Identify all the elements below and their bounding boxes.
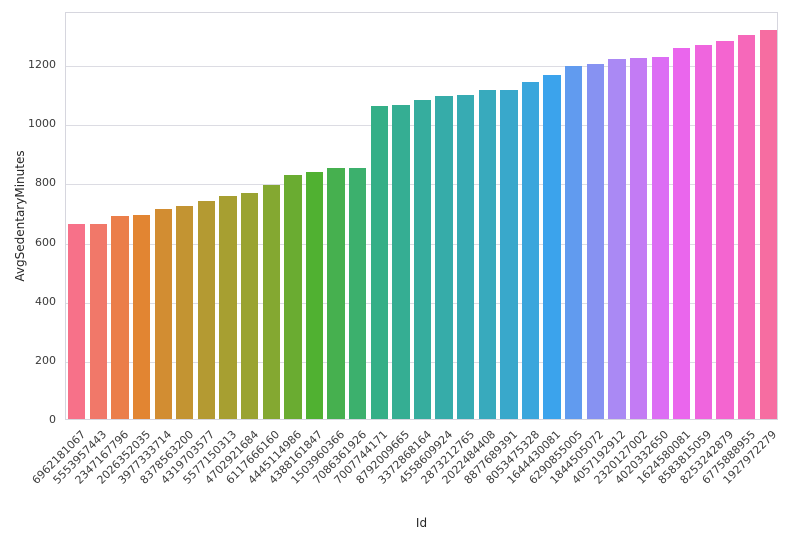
y-tick-label: 1200 <box>28 58 56 72</box>
bar-2320127002 <box>629 58 648 419</box>
bar-6290855005 <box>565 66 583 419</box>
y-tick-label: 200 <box>35 353 56 367</box>
bar-1844505072 <box>586 64 604 419</box>
bar-8583815059 <box>694 45 713 419</box>
bar-5553957443 <box>89 223 108 419</box>
bar-1927972279 <box>759 30 777 419</box>
bar-3977333714 <box>154 209 172 419</box>
bar-6775888955 <box>737 35 756 419</box>
bar-7086361926 <box>349 168 367 419</box>
plot-area <box>65 12 778 420</box>
bar-5577150313 <box>219 196 237 419</box>
x-axis-label: Id <box>415 516 428 530</box>
bar-8877689391 <box>500 89 518 419</box>
bar-4388161847 <box>305 171 324 419</box>
y-tick-label: 800 <box>35 176 56 190</box>
y-tick-label: 1000 <box>28 117 56 131</box>
bar-4020332650 <box>651 57 669 419</box>
bar-1624580081 <box>673 48 691 419</box>
bar-8792009665 <box>392 105 410 419</box>
y-tick-label: 400 <box>35 294 56 308</box>
bar-6117666160 <box>262 184 280 419</box>
bar-1644430081 <box>543 75 561 419</box>
bar-4057192912 <box>608 59 626 419</box>
gridline <box>66 66 777 68</box>
bar-2022484408 <box>478 90 496 419</box>
bar-4445114986 <box>284 174 302 419</box>
bar-3372868164 <box>413 100 432 419</box>
bar-4558609924 <box>435 95 453 419</box>
bar-6962181067 <box>68 223 86 419</box>
bar-8053475328 <box>521 82 540 419</box>
bar-4319703577 <box>197 201 216 419</box>
y-tick-label: 600 <box>35 235 56 249</box>
bar-8378563200 <box>176 206 194 419</box>
y-axis-label-text: AvgSedentaryMinutes <box>13 150 27 282</box>
bar-4702921684 <box>241 193 259 419</box>
bar-2873212765 <box>457 94 475 419</box>
bar-2026352035 <box>132 214 151 419</box>
bar-2347167796 <box>111 215 129 419</box>
bar-8253242879 <box>716 41 734 419</box>
y-tick-label: 0 <box>49 413 56 426</box>
bar-1503960366 <box>327 168 345 419</box>
bar-7007744171 <box>370 106 388 419</box>
